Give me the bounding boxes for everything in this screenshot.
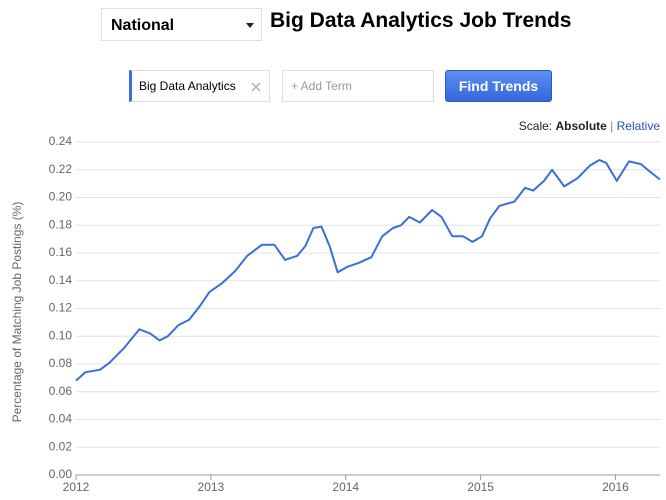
y-axis-label: Percentage of Matching Job Postings (%) xyxy=(10,202,24,423)
trend-line xyxy=(75,159,661,382)
y-tick-label: 0.02 xyxy=(49,439,73,453)
x-tick-label: 2014 xyxy=(332,480,359,494)
y-tick-label: 0.04 xyxy=(49,412,73,426)
page-title: Big Data Analytics Job Trends xyxy=(270,9,572,32)
search-term-text: Big Data Analytics xyxy=(139,79,236,93)
search-term[interactable]: Big Data Analytics xyxy=(129,70,270,102)
x-tick-label: 2016 xyxy=(602,480,629,494)
scale-separator: | xyxy=(610,119,614,133)
y-tick-label: 0.08 xyxy=(49,356,73,370)
add-term-placeholder: + Add Term xyxy=(291,79,352,93)
x-tick-label: 2013 xyxy=(198,480,225,494)
y-tick-label: 0.00 xyxy=(49,467,73,481)
y-tick-label: 0.06 xyxy=(49,384,73,398)
x-tick-label: 2012 xyxy=(63,480,90,494)
scale-selector: Scale: Absolute | Relative xyxy=(519,119,660,133)
y-tick-label: 0.14 xyxy=(49,273,73,287)
y-tick-label: 0.20 xyxy=(49,190,73,204)
add-term-input[interactable]: + Add Term xyxy=(282,70,434,102)
y-tick-label: 0.10 xyxy=(49,328,73,342)
dropdown-arrow xyxy=(246,23,254,28)
location-value: National xyxy=(111,17,175,34)
y-tick-label: 0.22 xyxy=(49,162,73,176)
y-tick-label: 0.12 xyxy=(49,301,73,315)
remove-term-icon[interactable] xyxy=(251,82,261,92)
y-tick-label: 0.16 xyxy=(49,245,73,259)
y-tick-label: 0.24 xyxy=(49,134,73,148)
scale-relative[interactable]: Relative xyxy=(616,119,660,133)
y-tick-label: 0.18 xyxy=(49,217,73,231)
location-select[interactable]: National xyxy=(101,8,262,41)
find-trends-button[interactable]: Find Trends xyxy=(445,70,552,102)
scale-absolute[interactable]: Absolute xyxy=(555,119,607,133)
scale-label: Scale: xyxy=(518,119,553,133)
x-tick-label: 2015 xyxy=(467,480,494,494)
